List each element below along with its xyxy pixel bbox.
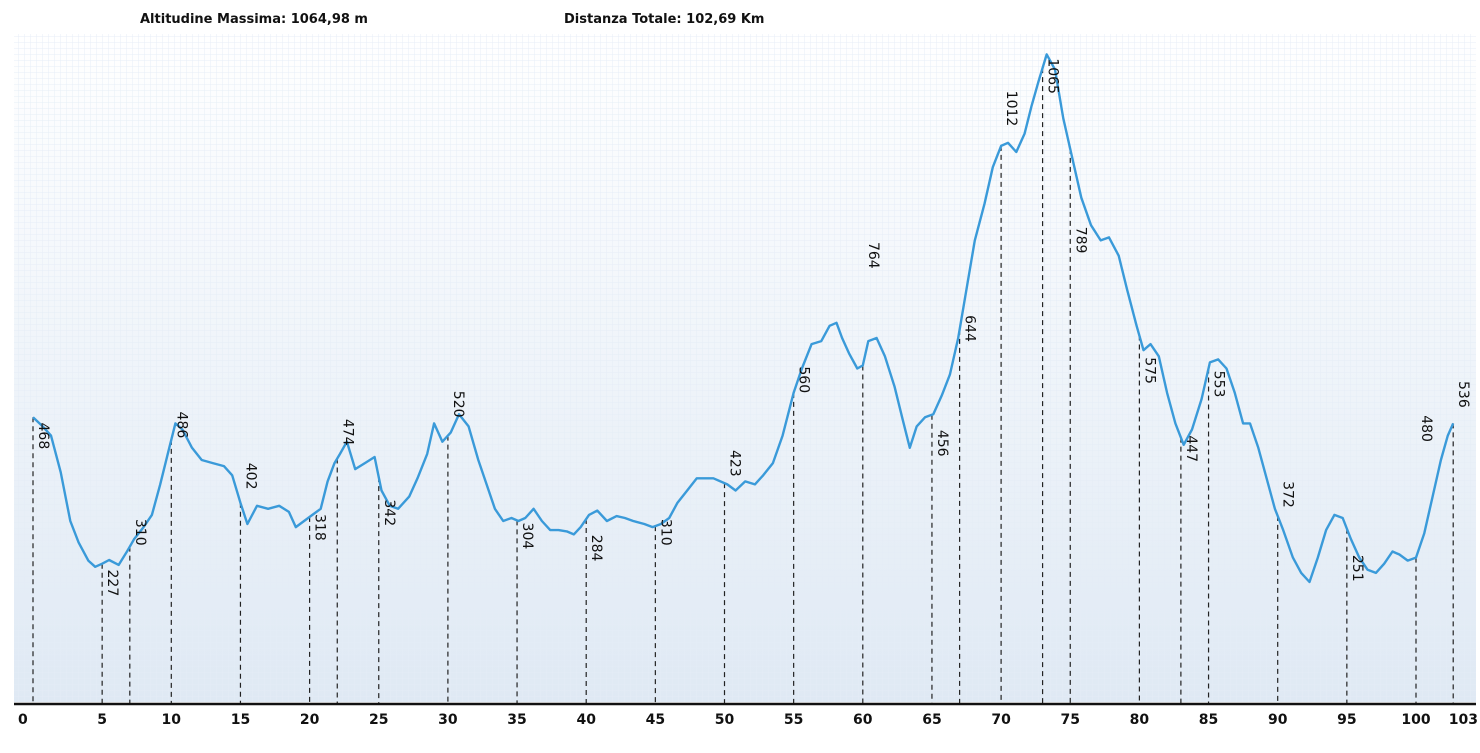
x-tick-85: 85 (1199, 712, 1218, 728)
x-tick-20: 20 (300, 712, 320, 728)
x-tick-50: 50 (715, 712, 735, 728)
marker-label-26: 536 (1455, 381, 1471, 408)
marker-label-4: 402 (242, 463, 258, 490)
x-tick-labels: 0 5 10 15 20 25 30 35 40 45 50 55 60 65 70 75 80 85 90 95 10… (18, 712, 1478, 728)
x-tick-25: 25 (369, 712, 388, 728)
total-distance-label: Distanza Totale: 102,69 Km (564, 12, 765, 27)
marker-labels: 468 227 310 486 402 318 474 342 520 304 284 310 423 5… (35, 58, 1471, 596)
elevation-line (32, 53, 1455, 584)
marker-label-18: 1065 (1045, 58, 1061, 94)
marker-label-6: 474 (339, 419, 355, 446)
marker-label-0: 468 (35, 423, 51, 450)
x-tick-95: 95 (1337, 712, 1356, 728)
x-tick-60: 60 (853, 712, 873, 728)
x-tick-35: 35 (507, 712, 526, 728)
marker-label-12: 423 (727, 450, 743, 477)
marker-label-22: 553 (1211, 371, 1227, 398)
marker-label-23: 372 (1280, 481, 1296, 508)
x-tick-0: 0 (18, 712, 28, 728)
marker-label-16: 644 (962, 315, 978, 342)
x-tick-100: 100 (1401, 712, 1430, 728)
marker-label-14: 764 (865, 242, 881, 269)
marker-label-13: 560 (796, 366, 812, 393)
marker-label-15: 456 (934, 430, 950, 457)
marker-label-25: 480 (1418, 415, 1434, 442)
x-tick-45: 45 (646, 712, 665, 728)
x-tick-65: 65 (922, 712, 941, 728)
marker-label-24: 251 (1349, 555, 1365, 582)
x-tick-55: 55 (784, 712, 803, 728)
x-tick-103: 103 (1449, 712, 1478, 728)
x-tick-90: 90 (1268, 712, 1288, 728)
x-tick-30: 30 (438, 712, 458, 728)
marker-label-11: 310 (657, 519, 673, 546)
marker-label-17: 1012 (1003, 91, 1019, 127)
marker-label-10: 284 (588, 535, 604, 562)
marker-label-20: 575 (1141, 357, 1157, 384)
marker-label-21: 447 (1183, 435, 1199, 462)
x-tick-80: 80 (1130, 712, 1150, 728)
marker-label-8: 520 (450, 391, 466, 418)
marker-label-7: 342 (381, 499, 397, 526)
marker-label-3: 486 (173, 412, 189, 439)
marker-label-2: 310 (132, 519, 148, 546)
x-tick-75: 75 (1061, 712, 1080, 728)
marker-label-9: 304 (519, 523, 535, 550)
x-tick-5: 5 (97, 712, 107, 728)
plot-grid (14, 34, 1476, 702)
marker-lines (32, 68, 1454, 704)
x-tick-10: 10 (162, 712, 182, 728)
x-tick-40: 40 (576, 712, 596, 728)
max-altitude-label: Altitudine Massima: 1064,98 m (140, 12, 368, 27)
marker-label-1: 227 (104, 570, 120, 597)
x-tick-70: 70 (991, 712, 1011, 728)
x-tick-15: 15 (231, 712, 250, 728)
marker-label-5: 318 (312, 514, 328, 541)
marker-label-19: 789 (1072, 227, 1088, 254)
